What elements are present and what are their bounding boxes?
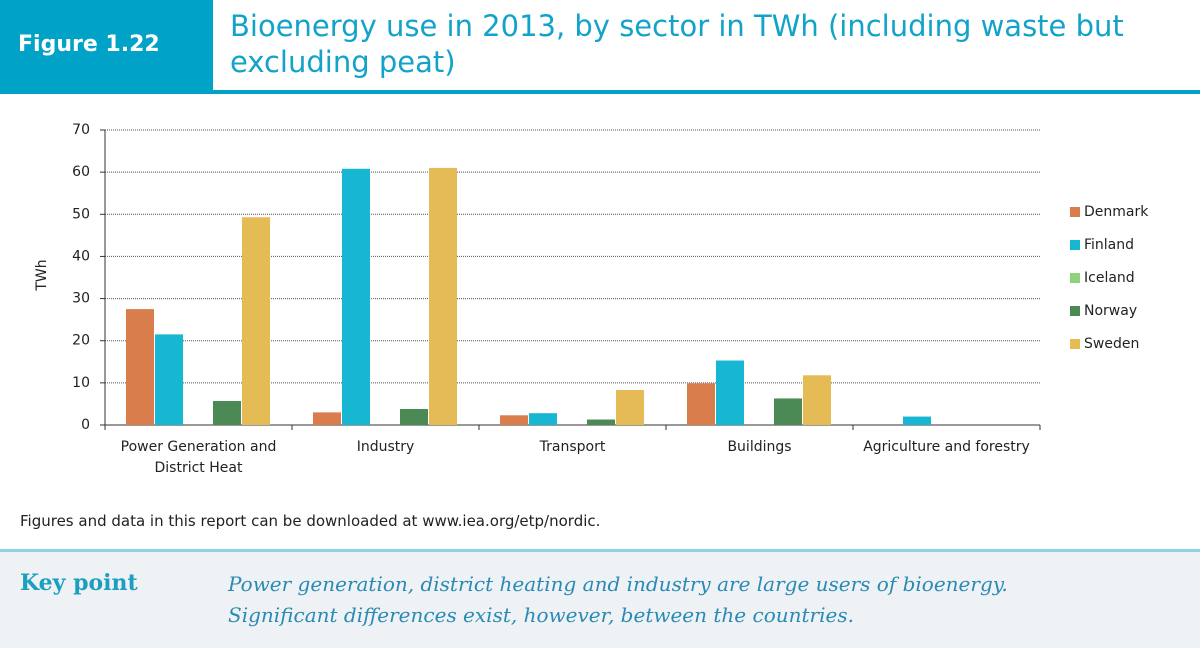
legend-label: Iceland [1084, 270, 1135, 286]
figure-label: Figure 1.22 [0, 0, 213, 90]
legend-swatch [1070, 306, 1080, 316]
key-point-text: Significant differences exist, however, … [228, 603, 854, 627]
legend-label: Sweden [1084, 336, 1139, 352]
y-tick-label: 20 [72, 333, 90, 349]
y-tick-label: 60 [72, 164, 90, 180]
bar [213, 400, 241, 425]
bar [687, 383, 715, 425]
bar [716, 360, 744, 425]
y-tick-label: 70 [72, 122, 90, 138]
y-tick-label: 30 [72, 291, 90, 307]
y-tick-label: 50 [72, 206, 90, 222]
bar [126, 309, 154, 425]
y-tick-label: 0 [81, 417, 90, 433]
source-note: Figures and data in this report can be d… [20, 512, 601, 530]
bar [587, 419, 615, 425]
x-tick-label: Transport [539, 439, 606, 455]
bar [774, 398, 802, 425]
key-point-band [0, 549, 1200, 648]
header-rule [0, 90, 1200, 94]
bar [429, 167, 457, 425]
y-tick-label: 40 [72, 248, 90, 264]
key-point-label: Key point [20, 570, 138, 596]
legend-label: Norway [1084, 303, 1137, 319]
legend-swatch [1070, 339, 1080, 349]
bar [616, 390, 644, 425]
bar [342, 168, 370, 425]
bar [313, 412, 341, 425]
chart: TWh 0 10 20 30 40 50 60 70 Denmark Finland Iceland… [34, 122, 1149, 433]
y-axis-label: TWh [34, 259, 50, 291]
x-tick-label: Agriculture and forestry [863, 439, 1030, 455]
legend-label: Denmark [1084, 204, 1149, 220]
bar [400, 408, 428, 425]
key-point-text: Power generation, district heating and i… [228, 572, 1008, 596]
bar [903, 416, 931, 425]
x-tick-label: Buildings [727, 439, 792, 455]
legend-swatch [1070, 207, 1080, 217]
bar [529, 413, 557, 425]
legend-swatch [1070, 273, 1080, 283]
chart-title: Bioenergy use in 2013, by sector in TWh … [230, 9, 1124, 79]
x-tick-label: Industry [356, 439, 415, 455]
legend-swatch [1070, 240, 1080, 250]
y-tick-label: 10 [72, 375, 90, 391]
bar [500, 415, 528, 425]
bar [155, 334, 183, 425]
x-tick-label: Power Generation and District Heat [120, 439, 277, 476]
legend-label: Finland [1084, 237, 1134, 253]
bar [242, 217, 270, 425]
bar [803, 375, 831, 425]
